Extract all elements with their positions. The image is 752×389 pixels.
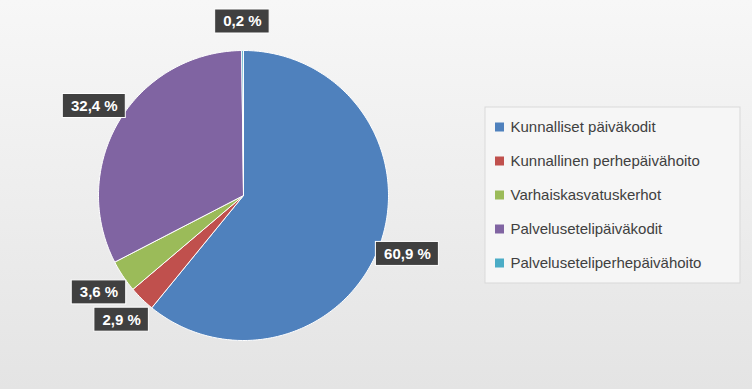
svg-text:60,9 %: 60,9 % — [384, 245, 431, 262]
svg-text:2,9 %: 2,9 % — [102, 310, 140, 327]
svg-text:Palveluseteliperhepäivähoito: Palveluseteliperhepäivähoito — [511, 254, 702, 271]
svg-text:32,4 %: 32,4 % — [71, 97, 118, 114]
svg-text:Varhaiskasvatuskerhot: Varhaiskasvatuskerhot — [511, 186, 662, 203]
svg-text:0,2 %: 0,2 % — [223, 12, 261, 29]
svg-text:3,6 %: 3,6 % — [80, 283, 118, 300]
svg-text:Kunnallinen perhepäivähoito: Kunnallinen perhepäivähoito — [511, 152, 700, 169]
svg-text:Palvelusetelipäiväkodit: Palvelusetelipäiväkodit — [511, 220, 664, 237]
svg-text:Kunnalliset päiväkodit: Kunnalliset päiväkodit — [511, 118, 657, 135]
